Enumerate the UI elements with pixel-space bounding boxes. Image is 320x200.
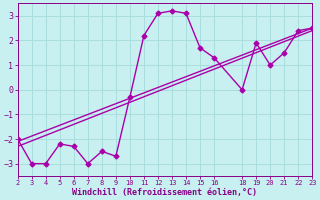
X-axis label: Windchill (Refroidissement éolien,°C): Windchill (Refroidissement éolien,°C) bbox=[72, 188, 258, 197]
